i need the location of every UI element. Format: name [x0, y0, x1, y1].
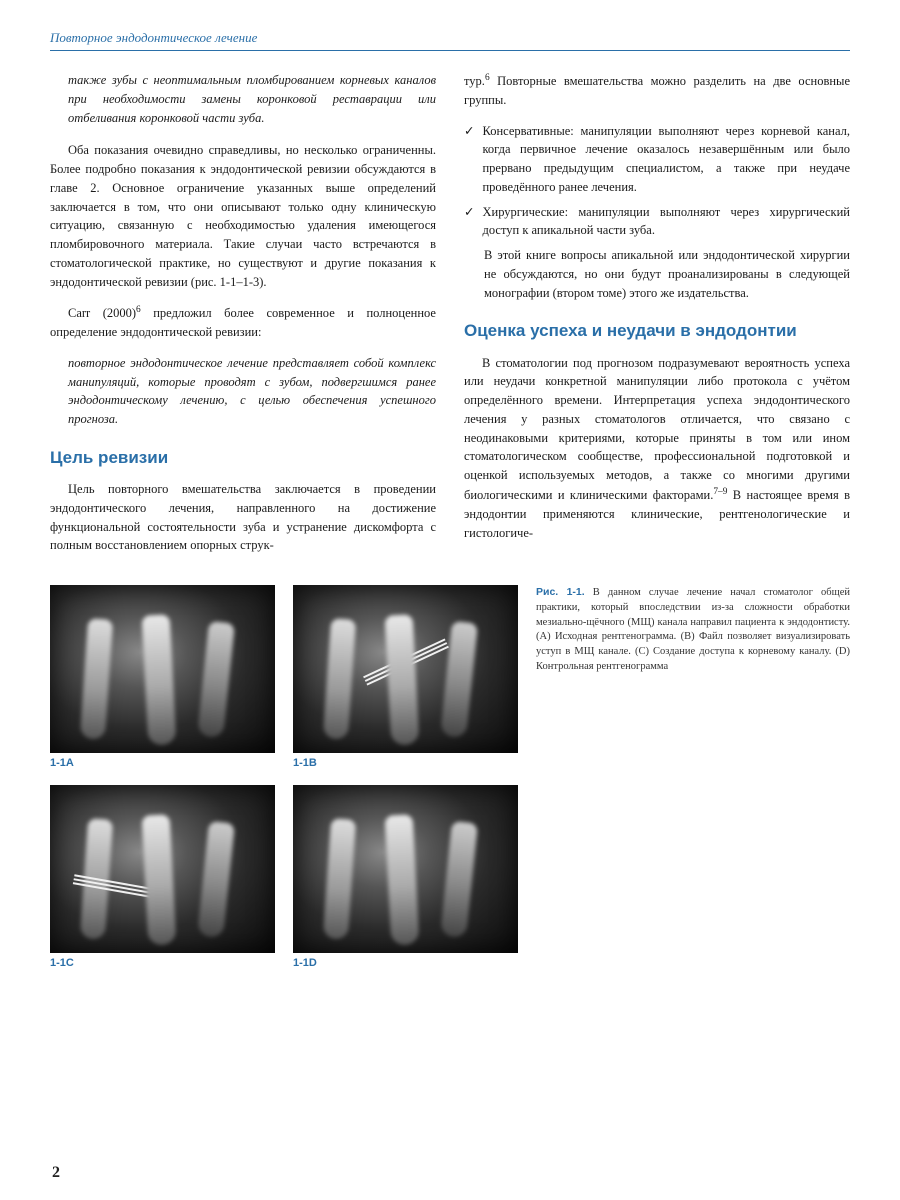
intro-italic: также зубы с неоптимальным пломбирование…	[68, 71, 436, 127]
xray-image-d	[293, 785, 518, 953]
text: тур.	[464, 74, 485, 88]
check-icon: ✓	[464, 122, 474, 197]
paragraph: Carr (2000)6 предложил более современное…	[50, 303, 436, 342]
text: Повторные вмешательства можно разделить …	[464, 74, 850, 107]
page-number: 2	[52, 1164, 60, 1182]
figure-label: 1-1D	[293, 957, 518, 969]
figure-cell-c: 1-1C	[50, 785, 275, 977]
paragraph: В стоматологии под прогнозом подразумева…	[464, 354, 850, 543]
text: Carr (2000)	[68, 306, 136, 320]
figure-block: 1-1A 1-1B 1-1C 1-1D Рис. 1-1. В данном с…	[50, 585, 850, 977]
figure-label: 1-1A	[50, 757, 275, 769]
figure-cell-a: 1-1A	[50, 585, 275, 777]
figure-cell-d: 1-1D	[293, 785, 518, 977]
paragraph: Оба показания очевидно справедливы, но н…	[50, 141, 436, 291]
checklist-item: ✓ Консервативные: манипуляции выполняют …	[464, 122, 850, 197]
check-icon: ✓	[464, 203, 474, 241]
figure-label: 1-1C	[50, 957, 275, 969]
paragraph: Цель повторного вмешательства заключаетс…	[50, 480, 436, 555]
paragraph: тур.6 Повторные вмешательства можно разд…	[464, 71, 850, 110]
figure-caption: Рис. 1-1. В данном случае лечение начал …	[536, 585, 850, 977]
checklist-text: Хирургические: манипуляции выполняют чер…	[482, 203, 850, 241]
text: В стоматологии под прогнозом подразумева…	[464, 356, 850, 502]
column-left: также зубы с неоптимальным пломбирование…	[50, 71, 436, 567]
page: Повторное эндодонтическое лечение также …	[0, 0, 900, 1200]
xray-image-a	[50, 585, 275, 753]
figure-grid: 1-1A 1-1B 1-1C 1-1D	[50, 585, 518, 977]
figure-caption-text: В данном случае лечение начал стоматолог…	[536, 587, 850, 671]
checklist-text: Консервативные: манипуляции выполняют че…	[482, 122, 850, 197]
definition-italic: повторное эндодонтическое лечение предст…	[68, 354, 436, 429]
figure-caption-lead: Рис. 1-1.	[536, 586, 585, 598]
figure-label: 1-1B	[293, 757, 518, 769]
figure-cell-b: 1-1B	[293, 585, 518, 777]
checklist-item: ✓ Хирургические: манипуляции выполняют ч…	[464, 203, 850, 241]
section-heading-purpose: Цель ревизии	[50, 447, 436, 468]
citation-sup: 7–9	[713, 487, 727, 497]
xray-image-c	[50, 785, 275, 953]
running-header: Повторное эндодонтическое лечение	[50, 30, 850, 51]
section-heading-assessment: Оценка успеха и неудачи в эндодонтии	[464, 320, 850, 341]
checklist-follow: В этой книге вопросы апикальной или эндо…	[484, 246, 850, 302]
column-right: тур.6 Повторные вмешательства можно разд…	[464, 71, 850, 567]
xray-image-b	[293, 585, 518, 753]
text-columns: также зубы с неоптимальным пломбирование…	[50, 71, 850, 567]
